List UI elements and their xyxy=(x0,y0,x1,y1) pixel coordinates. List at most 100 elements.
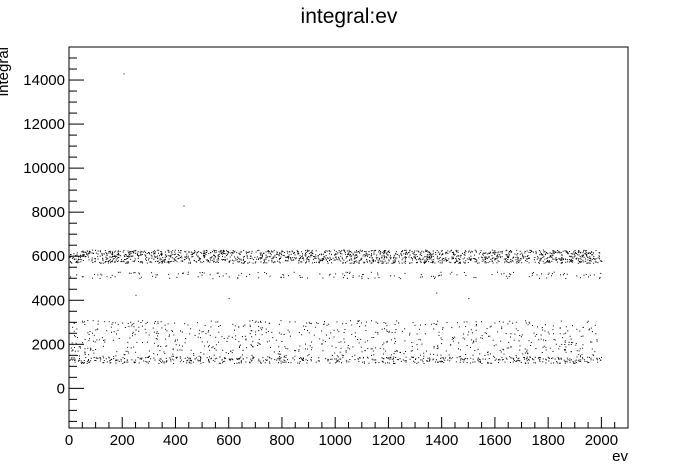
data-point xyxy=(599,357,600,359)
data-point xyxy=(590,359,592,361)
data-point xyxy=(492,257,494,259)
data-point xyxy=(117,254,119,256)
data-point xyxy=(401,250,403,252)
data-point xyxy=(546,261,548,263)
data-point xyxy=(417,348,419,350)
data-point xyxy=(312,262,314,264)
data-point xyxy=(553,252,555,254)
data-point xyxy=(111,323,113,325)
data-point xyxy=(361,257,363,259)
data-point xyxy=(409,358,411,360)
data-point xyxy=(215,336,217,338)
data-point xyxy=(131,359,133,361)
data-point xyxy=(255,334,257,336)
data-point xyxy=(285,356,287,358)
data-point xyxy=(497,271,498,273)
data-point xyxy=(231,254,233,256)
data-point xyxy=(460,254,462,256)
data-point xyxy=(468,251,469,253)
data-point xyxy=(382,361,384,362)
data-point xyxy=(229,260,231,262)
data-point xyxy=(236,362,238,364)
data-point xyxy=(419,259,421,261)
data-point xyxy=(230,350,232,352)
data-point xyxy=(197,251,198,253)
data-point xyxy=(516,261,518,263)
data-point xyxy=(455,249,457,251)
data-point xyxy=(147,356,149,358)
data-point xyxy=(388,357,389,359)
data-point xyxy=(418,250,420,252)
data-point xyxy=(201,252,203,254)
data-point xyxy=(518,259,520,261)
data-point xyxy=(145,332,147,334)
data-point xyxy=(252,259,254,260)
data-point xyxy=(160,358,162,360)
data-point xyxy=(523,357,525,358)
data-point xyxy=(492,252,494,254)
data-point xyxy=(209,261,211,263)
data-point xyxy=(405,257,407,259)
data-point xyxy=(191,256,193,258)
data-point xyxy=(127,261,129,263)
data-point xyxy=(265,254,267,256)
data-point xyxy=(272,251,274,253)
data-point xyxy=(488,335,490,337)
data-point xyxy=(574,362,576,364)
data-point xyxy=(180,257,181,258)
data-point xyxy=(503,349,505,351)
data-point xyxy=(82,276,84,278)
data-point xyxy=(264,362,266,364)
data-point xyxy=(284,360,286,362)
data-point xyxy=(476,259,478,261)
data-point xyxy=(470,339,472,341)
data-point xyxy=(402,250,404,252)
data-point xyxy=(437,261,439,263)
data-point xyxy=(184,251,186,253)
data-point xyxy=(379,251,381,253)
data-point xyxy=(278,359,280,361)
data-point xyxy=(375,347,377,349)
data-point xyxy=(392,262,394,264)
data-point xyxy=(579,330,581,332)
data-point xyxy=(210,257,212,259)
data-point xyxy=(505,258,506,260)
data-point xyxy=(435,252,437,253)
data-point xyxy=(536,334,538,335)
data-point xyxy=(359,326,361,328)
data-point xyxy=(510,357,512,359)
data-point xyxy=(174,259,176,261)
data-point xyxy=(140,358,142,360)
data-point xyxy=(382,261,384,263)
data-point xyxy=(163,351,165,353)
data-point xyxy=(301,261,303,263)
data-point xyxy=(560,252,562,254)
data-point xyxy=(96,339,98,341)
data-point xyxy=(374,362,376,364)
data-point xyxy=(375,321,377,323)
data-point xyxy=(496,262,498,264)
data-point xyxy=(201,262,203,264)
data-point xyxy=(199,360,201,361)
data-point xyxy=(571,261,573,263)
data-point xyxy=(587,256,589,258)
data-point xyxy=(401,262,403,264)
data-point xyxy=(176,261,178,263)
data-point xyxy=(80,360,82,362)
data-point xyxy=(213,261,214,263)
data-point xyxy=(417,361,419,363)
data-point xyxy=(302,257,304,259)
data-point xyxy=(507,261,509,263)
data-point xyxy=(195,357,197,359)
data-point xyxy=(566,252,568,254)
data-point xyxy=(338,256,339,258)
data-point xyxy=(467,358,468,360)
data-point xyxy=(502,321,504,323)
data-point xyxy=(539,277,540,279)
data-point xyxy=(122,357,124,359)
plot-frame xyxy=(68,46,629,429)
data-point xyxy=(440,343,442,345)
data-point xyxy=(186,360,188,362)
data-point xyxy=(196,261,198,263)
data-point xyxy=(515,259,517,261)
